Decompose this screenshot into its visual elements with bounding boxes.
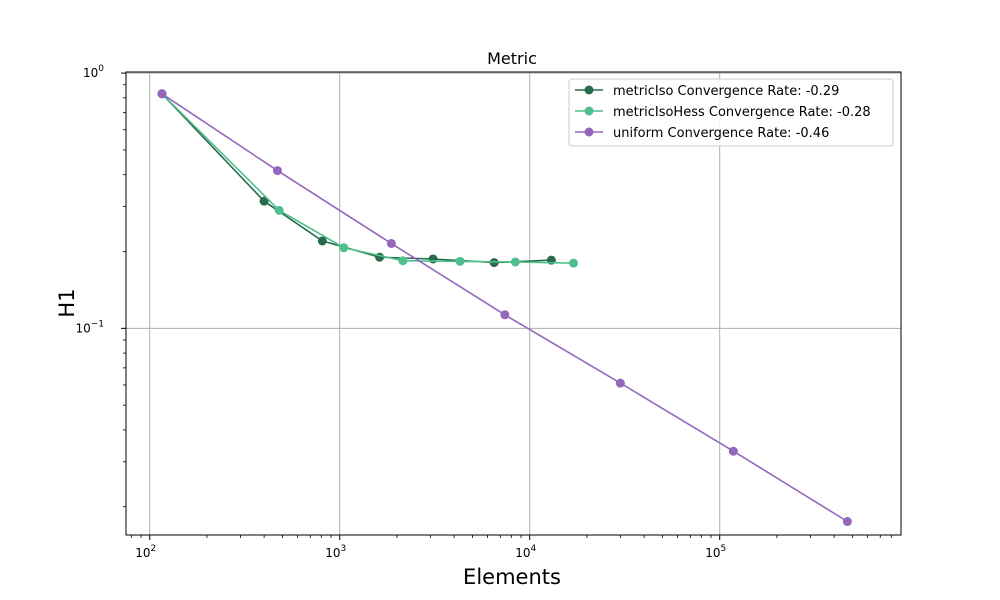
data-point — [500, 310, 510, 320]
data-point — [375, 252, 385, 262]
data-point — [386, 238, 396, 248]
data-point — [489, 258, 499, 268]
legend: metricIso Convergence Rate: -0.29 metricI… — [568, 78, 894, 147]
legend-item: metricIsoHess Convergence Rate: -0.28 — [575, 105, 871, 120]
legend-swatch-marker — [584, 106, 594, 116]
series-3 — [157, 89, 852, 527]
data-point — [728, 446, 738, 456]
data-point — [259, 196, 269, 206]
data-point — [615, 378, 625, 388]
data-point — [568, 258, 578, 268]
data-point — [317, 236, 327, 246]
data-point — [274, 205, 284, 215]
y-axis-label: H1 — [55, 288, 79, 317]
grid-lines — [126, 72, 901, 535]
axes-frame — [125, 71, 902, 536]
data-point — [272, 166, 282, 176]
legend-item: uniform Convergence Rate: -0.46 — [575, 126, 829, 141]
data-point — [398, 256, 408, 266]
legend-swatch-marker — [584, 85, 594, 95]
legend-label: metricIso Convergence Rate: -0.29 — [613, 84, 839, 99]
data-point — [842, 517, 852, 527]
legend-box — [568, 78, 894, 147]
x-axis-label: Elements — [463, 565, 561, 589]
legend-label: uniform Convergence Rate: -0.46 — [613, 126, 829, 141]
data-point — [339, 243, 349, 253]
legend-swatch-marker — [584, 127, 594, 137]
legend-label: metricIsoHess Convergence Rate: -0.28 — [613, 105, 871, 120]
data-point — [428, 254, 438, 264]
legend-item: metricIso Convergence Rate: -0.29 — [575, 84, 839, 99]
data-point — [510, 257, 520, 267]
data-point — [455, 256, 465, 266]
series-layer — [157, 89, 852, 527]
data-point — [157, 89, 167, 99]
chart-title: Metric — [487, 49, 537, 68]
